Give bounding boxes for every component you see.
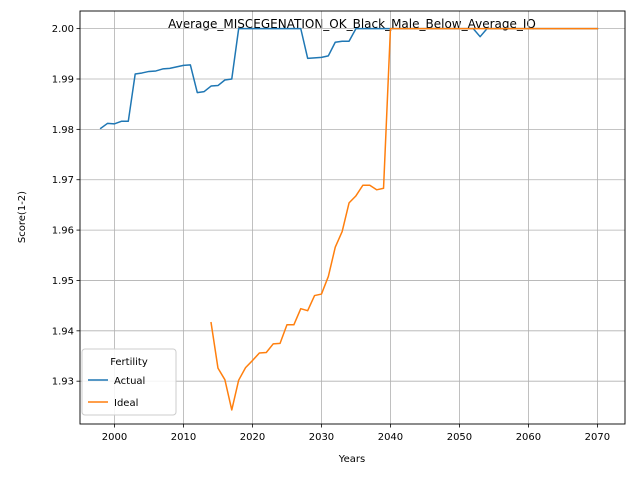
legend-label-ideal: Ideal [114, 398, 138, 409]
x-axis-ticks: 2000 2010 2020 2030 2040 2050 2060 2070 [102, 424, 610, 443]
x-tick-label: 2000 [102, 432, 127, 443]
legend-label-actual: Actual [114, 376, 145, 387]
series-lines [99, 27, 599, 411]
x-axis-label: Years [338, 454, 365, 465]
y-tick-label: 1.96 [52, 226, 74, 237]
y-tick-label: 2.00 [52, 24, 74, 35]
x-tick-label: 2070 [585, 432, 610, 443]
series-line-ideal [210, 27, 599, 411]
x-tick-label: 2030 [309, 432, 334, 443]
y-tick-label: 1.94 [52, 326, 74, 337]
y-tick-label: 1.99 [52, 74, 74, 85]
chart-title: Average_MISCEGENATION_OK_Black_Male_Belo… [168, 17, 536, 31]
legend-box [81, 348, 177, 416]
x-tick-label: 2040 [378, 432, 403, 443]
x-tick-label: 2060 [516, 432, 541, 443]
series-line-actual [99, 27, 599, 130]
legend: Fertility Actual Ideal [81, 348, 177, 416]
legend-title: Fertility [110, 357, 148, 368]
plot-frame [79, 10, 626, 425]
y-tick-label: 1.98 [52, 125, 74, 136]
y-tick-label: 1.97 [52, 175, 74, 186]
x-tick-label: 2010 [171, 432, 196, 443]
y-axis-label: Score(1-2) [17, 191, 28, 243]
y-tick-label: 1.93 [52, 377, 74, 388]
y-axis-ticks: 1.93 1.94 1.95 1.96 1.97 1.98 1.99 2.00 [52, 24, 80, 388]
y-tick-label: 1.95 [52, 276, 74, 287]
x-tick-label: 2050 [447, 432, 472, 443]
x-tick-label: 2020 [240, 432, 265, 443]
